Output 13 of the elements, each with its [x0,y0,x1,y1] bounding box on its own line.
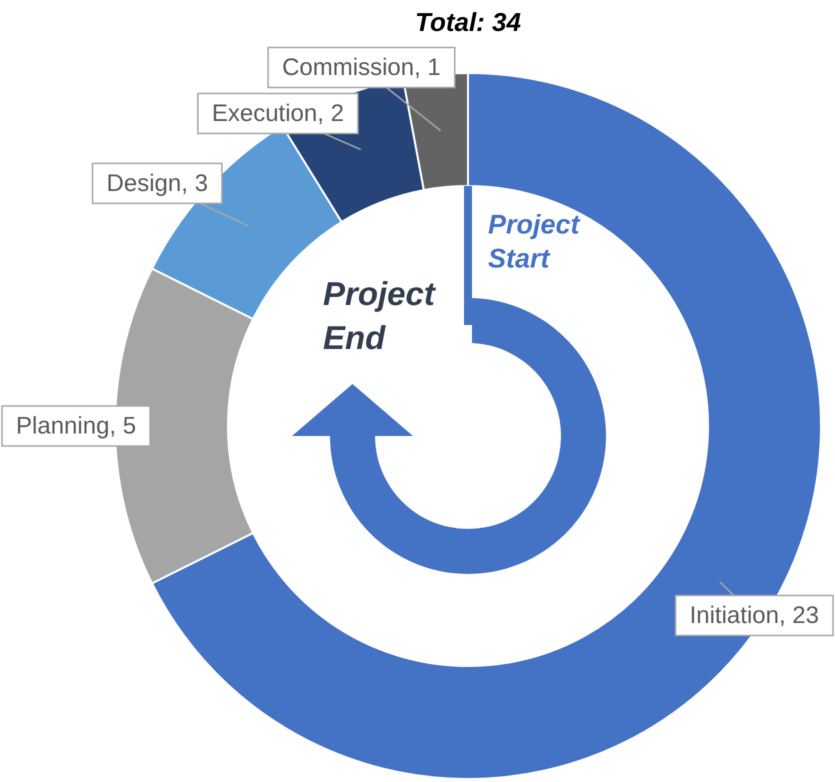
data-label: , 5 [109,412,136,440]
slice-label: Initiation [690,602,779,630]
data-label: , 2 [317,100,344,128]
slice-label: Planning [16,412,110,440]
slice-label: Design [106,170,182,198]
text: Project End [323,275,437,356]
data-label: , 23 [778,602,819,630]
slice-label: Commission [282,54,414,82]
data-label: , 3 [181,170,208,198]
data-label: , 1 [414,54,441,82]
text: Project Start [488,209,581,274]
slice-label: Execution [212,100,318,128]
chart-title: Total: 34 [415,7,522,38]
